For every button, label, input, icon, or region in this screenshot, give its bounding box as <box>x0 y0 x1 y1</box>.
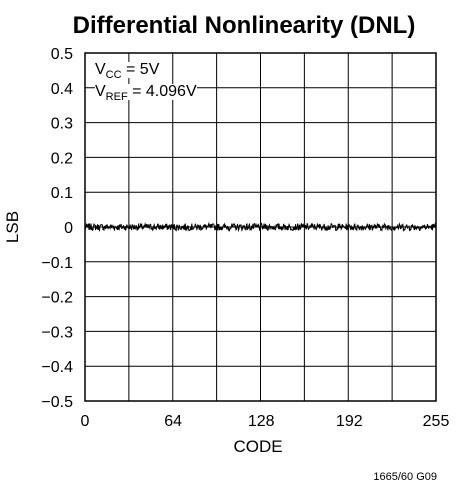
vref-annotation: VREF = 4.096V <box>95 83 197 103</box>
y-tick-label: 0.2 <box>51 150 73 167</box>
x-tick-label: 192 <box>336 413 363 430</box>
y-tick-label: 0.1 <box>51 185 73 202</box>
vref-subscript: REF <box>105 91 128 103</box>
y-tick-label: −0.2 <box>41 290 73 307</box>
y-tick-label: −0.5 <box>41 394 73 411</box>
y-tick-label: 0 <box>64 220 73 237</box>
vcc-value: = 5V <box>121 61 160 78</box>
plot-frame <box>84 52 437 402</box>
y-tick-label: −0.4 <box>41 359 73 376</box>
figure-id: 1665/60 G09 <box>373 471 437 483</box>
vcc-symbol: V <box>95 61 106 78</box>
y-tick-labels: 0.5 0.4 0.3 0.2 0.1 0 −0.1 −0.2 −0.3 −0.4 −0.5 <box>41 46 73 411</box>
x-tick-label: 255 <box>423 413 450 430</box>
y-tick-label: −0.1 <box>41 255 73 272</box>
y-tick-label: 0.5 <box>51 46 73 63</box>
chart-title: Differential Nonlinearity (DNL) <box>73 12 416 39</box>
y-tick-label: −0.3 <box>41 324 73 341</box>
x-tick-label: 0 <box>81 413 90 430</box>
vref-symbol: V <box>95 83 106 100</box>
dnl-series-line <box>84 221 437 233</box>
x-tick-label: 128 <box>248 413 275 430</box>
y-axis-label: LSB <box>3 211 22 243</box>
x-tick-label: 64 <box>164 413 182 430</box>
y-tick-label: 0.4 <box>51 81 73 98</box>
y-tick-label: 0.3 <box>51 116 73 133</box>
vcc-annotation: VCC = 5V <box>95 61 160 81</box>
x-axis-label: CODE <box>233 437 282 456</box>
vref-value: = 4.096V <box>127 83 197 100</box>
vcc-subscript: CC <box>105 69 122 81</box>
x-tick-labels: 0 64 128 192 255 <box>81 413 450 430</box>
